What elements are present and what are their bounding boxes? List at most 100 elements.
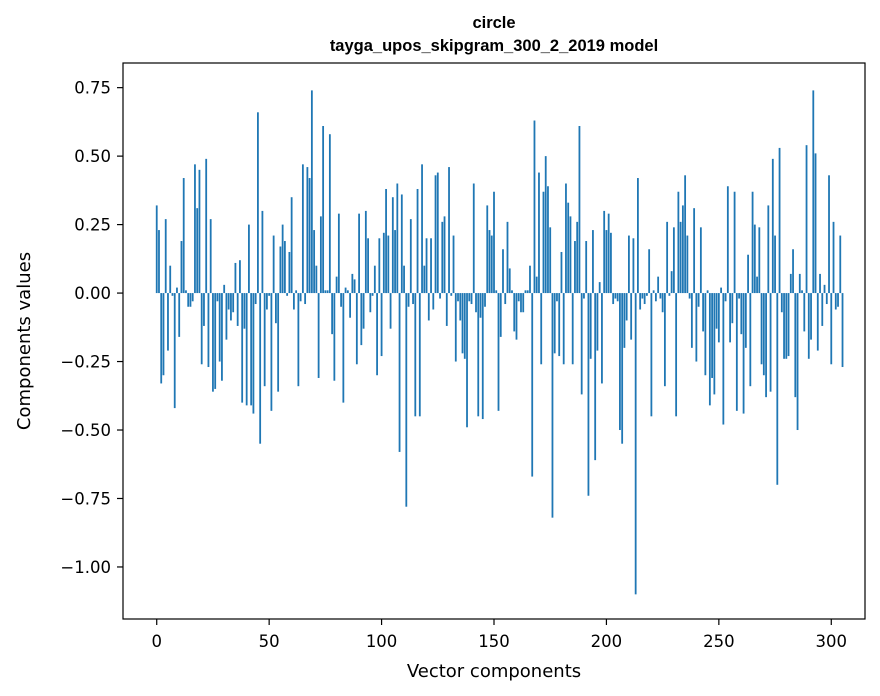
bar xyxy=(751,191,754,294)
bar xyxy=(533,120,536,294)
bar xyxy=(535,276,538,294)
bar xyxy=(695,293,698,362)
bar xyxy=(708,293,711,406)
bar xyxy=(425,238,428,294)
bar xyxy=(257,112,259,294)
bar xyxy=(382,232,385,294)
y-tick-label: 0.00 xyxy=(74,284,111,303)
bar xyxy=(551,293,554,518)
bar xyxy=(648,249,651,294)
bar xyxy=(277,293,280,392)
bar xyxy=(538,172,540,294)
bar xyxy=(164,219,167,294)
bar xyxy=(421,164,423,294)
bar xyxy=(562,293,565,365)
bar xyxy=(315,265,318,294)
bar xyxy=(353,279,356,294)
bar xyxy=(819,273,821,294)
bar xyxy=(479,293,482,318)
bar xyxy=(497,293,500,411)
bar xyxy=(167,293,169,351)
bar xyxy=(789,273,792,294)
x-tick-label: 150 xyxy=(478,632,510,651)
bar xyxy=(810,293,812,340)
bar xyxy=(686,235,689,294)
bar xyxy=(445,293,448,326)
bar xyxy=(704,293,707,376)
bar xyxy=(816,293,819,351)
bar xyxy=(785,293,788,359)
bar xyxy=(443,216,446,294)
bar xyxy=(841,293,844,368)
bar xyxy=(661,293,664,313)
bar xyxy=(261,210,264,294)
bar xyxy=(495,290,498,294)
bar xyxy=(380,293,383,357)
bar xyxy=(155,205,158,294)
bar xyxy=(367,238,369,294)
bar xyxy=(176,287,178,294)
bar xyxy=(324,290,327,294)
bar xyxy=(158,230,160,294)
bar xyxy=(605,230,608,294)
bar xyxy=(216,293,219,302)
y-tick-label: −0.25 xyxy=(60,353,111,372)
bar xyxy=(549,227,552,294)
bar xyxy=(481,293,484,420)
chart-title-line-2: tayga_upos_skipgram_300_2_2019 model xyxy=(330,37,658,55)
bar xyxy=(666,221,669,294)
bar xyxy=(502,249,504,294)
bar xyxy=(693,208,696,294)
bar xyxy=(250,293,253,406)
bar xyxy=(524,290,527,294)
bar xyxy=(619,293,621,431)
bar xyxy=(688,293,691,299)
bar xyxy=(513,293,516,332)
bar xyxy=(369,293,372,313)
bar xyxy=(780,293,783,313)
bar xyxy=(630,293,633,340)
bar xyxy=(803,293,806,332)
bar xyxy=(677,191,680,294)
bar xyxy=(722,293,725,425)
bar xyxy=(160,293,163,384)
bar xyxy=(663,293,666,387)
bar xyxy=(823,284,826,294)
bar xyxy=(659,293,662,299)
bar xyxy=(603,210,606,294)
bar xyxy=(275,293,277,324)
bar xyxy=(461,293,464,354)
bar xyxy=(756,276,758,294)
bar xyxy=(182,178,185,294)
bar xyxy=(598,282,601,294)
bar xyxy=(767,205,770,294)
bar xyxy=(484,293,486,307)
bar xyxy=(837,293,839,307)
bar xyxy=(544,156,547,294)
bar xyxy=(715,293,718,329)
bar xyxy=(639,293,642,310)
bar xyxy=(252,293,255,414)
x-tick-label: 300 xyxy=(816,632,848,651)
bar xyxy=(389,293,392,329)
bar xyxy=(801,290,803,294)
bar xyxy=(522,293,525,313)
bar xyxy=(214,293,217,389)
bar xyxy=(699,227,702,294)
bar xyxy=(652,290,655,294)
bar xyxy=(272,235,275,294)
bar xyxy=(371,293,374,296)
bar xyxy=(333,293,336,381)
bar xyxy=(540,293,543,365)
bar xyxy=(490,235,493,294)
bar xyxy=(221,293,223,381)
bar xyxy=(760,293,763,365)
bar xyxy=(203,293,205,326)
bar xyxy=(724,293,727,302)
bar xyxy=(589,293,592,359)
bar xyxy=(486,205,489,294)
bar xyxy=(717,293,720,343)
x-axis: 0 50 100 150 200 250 300 xyxy=(151,619,847,651)
bar xyxy=(634,293,637,595)
bar xyxy=(212,293,214,392)
